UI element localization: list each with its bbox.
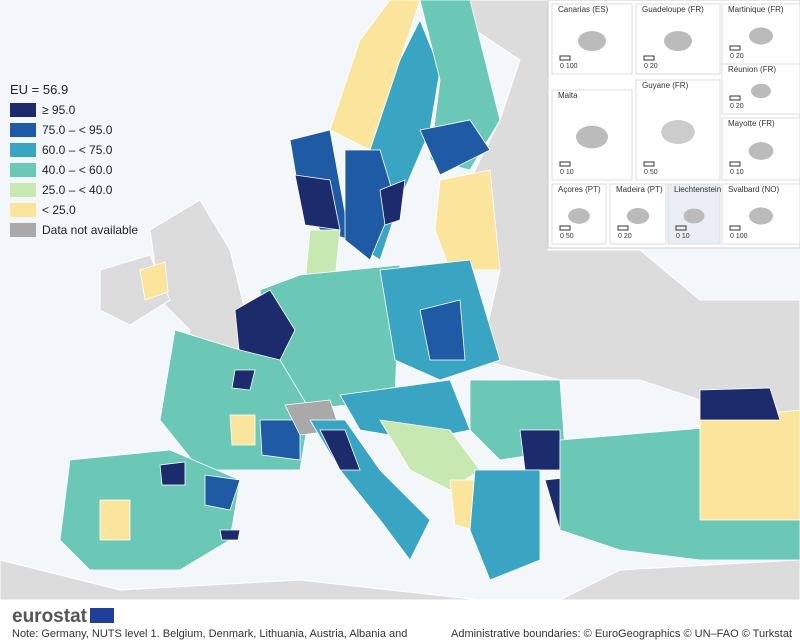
legend-label: 40.0 – < 60.0	[42, 163, 113, 177]
inset-name: Liechtenstein	[674, 185, 721, 194]
note: Note: Germany, NUTS level 1. Belgium, De…	[12, 628, 408, 640]
scale-bar	[559, 161, 571, 167]
inset-name: Mayotte (FR)	[728, 119, 775, 128]
legend-swatch	[10, 123, 36, 137]
inset-name: Guyane (FR)	[642, 81, 689, 90]
scale-bar	[729, 161, 741, 167]
scale-bar	[729, 95, 741, 101]
scale-label: 0 50	[644, 169, 658, 176]
scale-label: 0 10	[730, 169, 744, 176]
legend-swatch	[10, 203, 36, 217]
legend-item: 75.0 – < 95.0	[10, 120, 138, 140]
inset-name: Madeira (PT)	[616, 185, 663, 194]
inset-name: Svalbard (NO)	[728, 185, 779, 194]
legend-label: 25.0 – < 40.0	[42, 183, 113, 197]
region	[699, 387, 781, 421]
region	[204, 474, 241, 511]
inset-shape	[626, 208, 650, 224]
inset-shape	[749, 27, 773, 45]
logo-text: eurostat	[12, 606, 87, 627]
scale-label: 0 20	[644, 63, 658, 70]
inset-name: Martinique (FR)	[728, 5, 784, 14]
legend-label: 60.0 – < 75.0	[42, 143, 113, 157]
scale-label: 0 10	[560, 169, 574, 176]
scale-bar	[559, 55, 571, 61]
region	[139, 261, 169, 301]
region	[99, 499, 131, 541]
legend-item: Data not available	[10, 220, 138, 240]
credits: Administrative boundaries: © EuroGeograp…	[450, 628, 792, 640]
region	[379, 179, 406, 226]
inset-name: Canarias (ES)	[558, 5, 609, 14]
scale-label: 0 100	[730, 233, 748, 240]
inset-shape	[748, 142, 774, 160]
scale-label: 0 20	[730, 53, 744, 60]
legend-swatch	[10, 183, 36, 197]
inset-name: Açores (PT)	[558, 185, 601, 194]
scale-label: 0 20	[730, 103, 744, 110]
region	[419, 119, 491, 176]
scale-bar	[559, 225, 571, 231]
region	[419, 299, 466, 361]
scale-bar	[675, 225, 687, 231]
legend-swatch	[10, 143, 36, 157]
inset-shape	[661, 120, 695, 144]
legend-label: 75.0 – < 95.0	[42, 123, 113, 137]
legend: EU = 56.9 ≥ 95.0 75.0 – < 95.0 60.0 – < 75…	[10, 82, 138, 240]
legend-item: 25.0 – < 40.0	[10, 180, 138, 200]
inset-shape	[576, 125, 608, 149]
legend-item: 60.0 – < 75.0	[10, 140, 138, 160]
logo: eurostat	[12, 606, 114, 628]
scale-bar	[643, 55, 655, 61]
legend-item: 40.0 – < 60.0	[10, 160, 138, 180]
region	[699, 409, 800, 521]
inset-shape	[664, 31, 692, 51]
region	[519, 429, 561, 471]
region	[159, 461, 186, 486]
inset-name: Réunion (FR)	[728, 65, 776, 74]
footer: eurostat Note: Germany, NUTS level 1. Be…	[0, 600, 800, 642]
inset-name: Guadeloupe (FR)	[642, 5, 704, 14]
scale-bar	[617, 225, 629, 231]
region	[229, 414, 256, 446]
region	[219, 529, 241, 541]
region	[344, 149, 396, 261]
region	[469, 469, 541, 581]
inset-shape	[683, 208, 705, 224]
legend-swatch	[10, 103, 36, 117]
scale-label: 0 100	[560, 63, 578, 70]
legend-item: ≥ 95.0	[10, 100, 138, 120]
inset-name: Malta	[558, 91, 578, 100]
region	[231, 369, 256, 391]
scale-label: 0 10	[676, 233, 690, 240]
legend-label: < 25.0	[42, 203, 76, 217]
legend-label: Data not available	[42, 223, 139, 237]
inset-shape	[568, 208, 590, 224]
legend-item: < 25.0	[10, 200, 138, 220]
region	[319, 429, 361, 471]
scale-bar	[643, 161, 655, 167]
scale-label: 0 50	[560, 233, 574, 240]
scale-bar	[729, 225, 741, 231]
insets: Canarias (ES) 0 100 Guadeloupe (FR) 0 20 Mar…	[551, 3, 800, 245]
inset-shape	[751, 83, 771, 99]
scale-label: 0 20	[618, 233, 632, 240]
scale-bar	[729, 45, 741, 51]
legend-title: EU = 56.9	[10, 82, 69, 97]
legend-label: ≥ 95.0	[42, 103, 76, 117]
region	[59, 449, 241, 571]
inset-shape	[749, 207, 773, 225]
region	[434, 169, 501, 271]
legend-swatch	[10, 163, 36, 177]
legend-swatch	[10, 223, 36, 237]
inset-shape	[578, 31, 606, 51]
region	[259, 419, 301, 461]
